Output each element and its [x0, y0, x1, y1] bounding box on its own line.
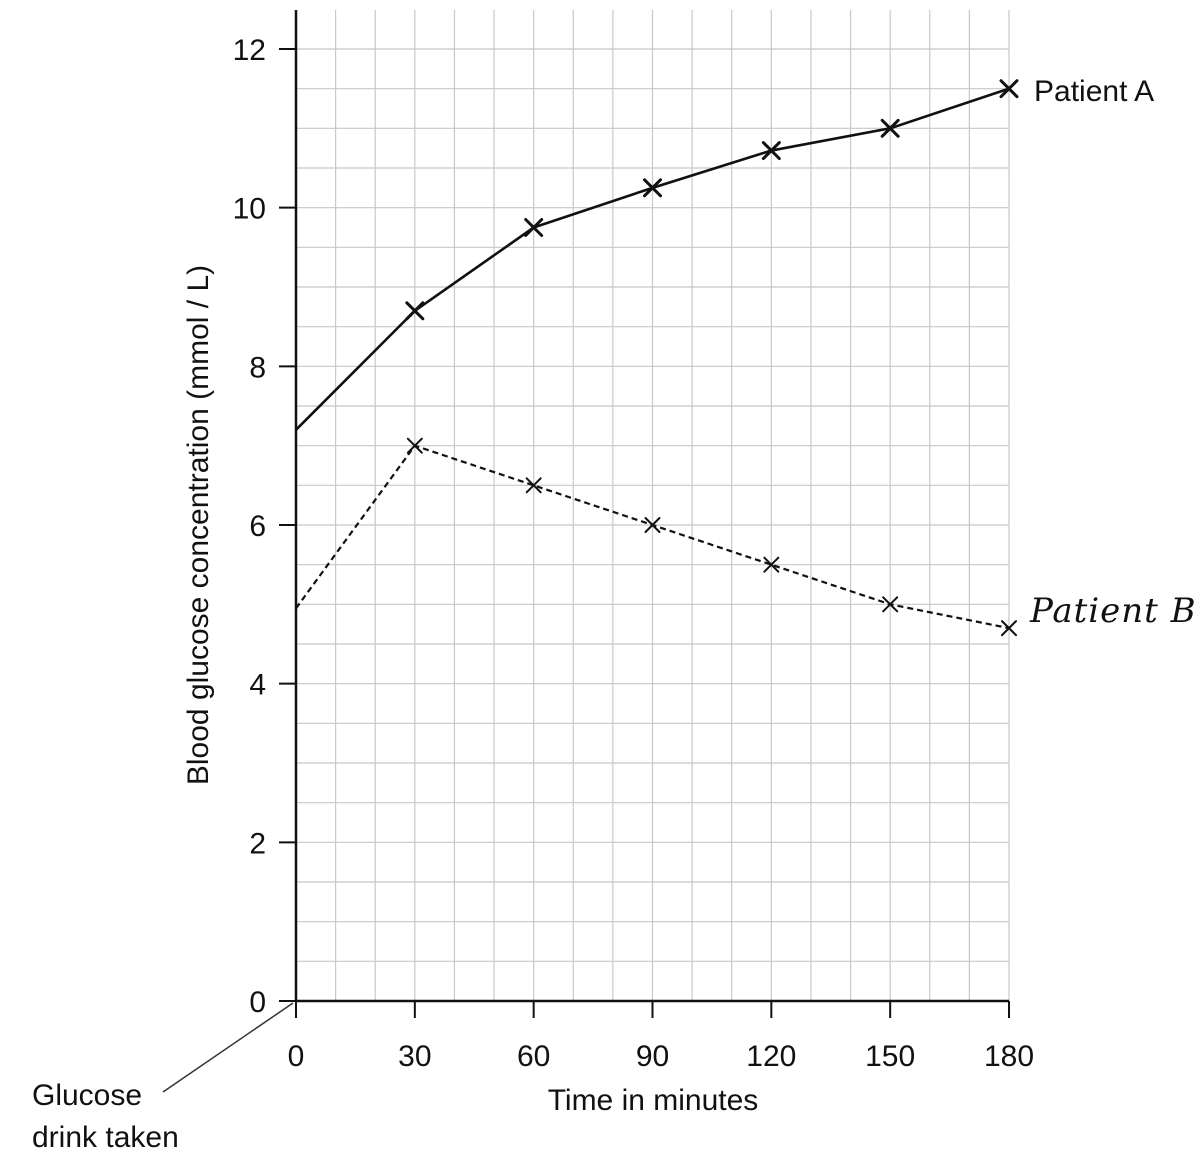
x-axis-title: Time in minutes: [548, 1084, 759, 1117]
data-point-patient-b: [882, 596, 899, 613]
grid: [296, 10, 1010, 1001]
x-tick-label: 30: [398, 1040, 431, 1073]
y-tick-label: 12: [233, 34, 266, 67]
data-point-patient-b: [406, 437, 423, 454]
series-label-patient-a: Patient A: [1034, 75, 1154, 108]
data-point-patient-a: [405, 301, 425, 321]
data-point-patient-b: [1001, 620, 1017, 637]
data-point-patient-b: [763, 556, 780, 573]
x-tick-label: 90: [636, 1040, 669, 1073]
series-label-patient-b: Patient B: [1029, 591, 1197, 631]
annotation-leader-line: [162, 1002, 294, 1093]
annotation-glucose-drink: Glucose drink taken: [32, 1002, 294, 1154]
data-point-patient-b: [644, 517, 661, 533]
x-tick-label: 120: [746, 1040, 796, 1073]
x-tick-label: 180: [984, 1040, 1034, 1073]
data-point-patient-a: [880, 118, 900, 138]
y-axis-title: Blood glucose concentration (mmol / L): [182, 265, 215, 785]
data-point-patient-a: [643, 178, 662, 198]
x-tick-label: 0: [288, 1040, 305, 1073]
series-layer: [295, 79, 1019, 637]
y-tick-label: 8: [249, 351, 266, 384]
y-tick-label: 6: [249, 510, 266, 543]
annotation-line-2: drink taken: [32, 1121, 179, 1154]
data-point-patient-a: [999, 79, 1019, 99]
y-tick-labels: 0 2 4 6 8 10 12: [233, 34, 296, 1019]
data-point-patient-a: [524, 218, 544, 237]
data-point-patient-a: [761, 141, 781, 161]
y-tick-label: 0: [249, 986, 266, 1019]
y-tick-label: 2: [249, 827, 266, 860]
x-tick-label: 150: [865, 1040, 915, 1073]
annotation-line-1: Glucose: [32, 1079, 142, 1112]
y-tick-label: 10: [233, 193, 266, 226]
data-point-patient-b: [525, 477, 542, 494]
x-tick-label: 60: [517, 1040, 550, 1073]
y-tick-label: 4: [249, 669, 266, 702]
x-tick-labels: 0 30 60 90 120 150 180: [288, 1001, 1034, 1073]
